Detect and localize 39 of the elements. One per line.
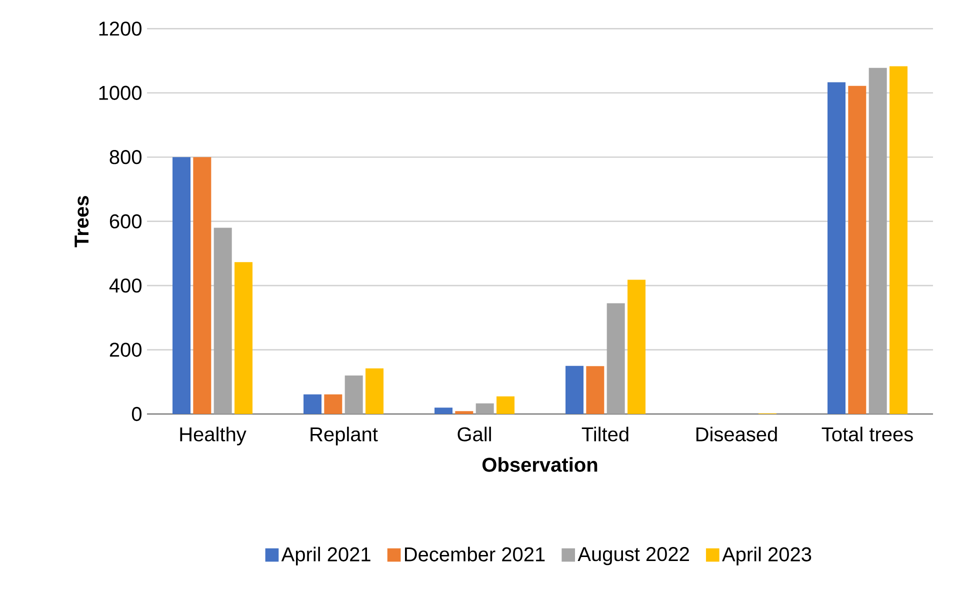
bar	[566, 366, 584, 414]
bar	[890, 66, 908, 414]
bar	[193, 157, 212, 414]
y-tick-label: 400	[109, 278, 142, 293]
x-tick-label: Healthy	[180, 426, 246, 446]
x-tick-label: Replant	[310, 426, 378, 446]
bar	[366, 368, 384, 414]
y-tick-label: 600	[110, 214, 142, 228]
y-tick-label: 1000	[99, 86, 142, 100]
bar	[455, 411, 474, 414]
legend-label: August 2022	[578, 547, 689, 566]
y-tick-label: 1200	[99, 22, 142, 36]
x-tick-label: Total trees	[822, 426, 913, 442]
legend-label: April 2021	[281, 546, 370, 566]
y-tick-label: 0	[132, 406, 142, 422]
legend-label: December 2021	[404, 546, 545, 562]
bar	[848, 86, 866, 414]
bar	[234, 262, 253, 414]
bar	[214, 228, 232, 414]
bar	[344, 375, 363, 414]
x-tick-label: Diseased	[696, 426, 777, 442]
bar	[868, 68, 887, 414]
bar	[476, 403, 494, 414]
x-axis-title: Observation	[482, 457, 598, 472]
y-axis-title: Trees	[74, 196, 89, 248]
y-tick-label: 800	[110, 150, 142, 164]
bar	[434, 408, 453, 414]
x-tick-label: Gall	[458, 426, 491, 442]
bar	[304, 394, 322, 414]
bar	[828, 82, 846, 414]
bar	[324, 394, 342, 414]
legend-label: April 2023	[722, 546, 812, 566]
y-tick-label: 200	[110, 342, 142, 357]
bar	[496, 396, 515, 414]
bar	[606, 303, 625, 414]
bar	[172, 157, 191, 414]
bar	[586, 366, 604, 414]
x-tick-label: Tilted	[582, 426, 628, 442]
bar	[628, 280, 646, 414]
